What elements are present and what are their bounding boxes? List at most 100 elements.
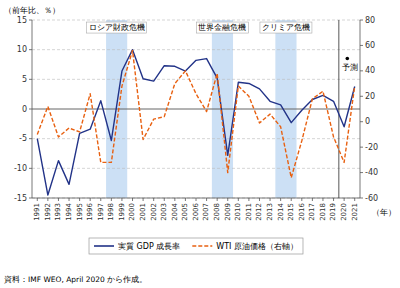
crisis-label-group: ロシア財政危機 <box>87 22 147 33</box>
crisis-label: 世界金融危機 <box>198 23 246 32</box>
grid-line <box>32 20 360 21</box>
x-tick <box>153 198 154 201</box>
y2-tick <box>360 147 363 148</box>
legend: 実質 GDP 成長率 WTI 原油価格（右軸） <box>89 238 303 254</box>
x-tick <box>132 198 133 201</box>
y-tick <box>29 49 32 50</box>
y2-tick-label: -40 <box>365 168 378 177</box>
x-tick <box>344 198 345 201</box>
x-axis-label: （年） <box>372 208 396 217</box>
y-tick <box>29 198 32 199</box>
x-tick <box>58 198 59 201</box>
x-tick-label: 2000 <box>128 203 136 221</box>
forecast-point <box>346 57 350 61</box>
x-tick <box>270 198 271 201</box>
crisis-label-box <box>260 22 312 33</box>
forecast-line <box>338 20 339 198</box>
legend-item: WTI 原油価格（右軸） <box>192 242 298 251</box>
x-tick-label: 2015 <box>287 203 295 221</box>
x-tick-label: 2009 <box>224 203 232 221</box>
grid <box>32 20 360 198</box>
legend-box <box>89 238 303 254</box>
x-tick-label: 2018 <box>319 203 327 221</box>
series <box>37 50 354 195</box>
y-axis-label: （前年比、％） <box>4 6 60 15</box>
y2-tick <box>360 70 363 71</box>
x-tick-label: 2010 <box>234 203 242 221</box>
y-tick <box>29 79 32 80</box>
y2-tick <box>360 20 363 21</box>
legend-label: 実質 GDP 成長率 <box>118 242 180 251</box>
y2-tick-label: 0 <box>365 117 370 126</box>
zero-line <box>32 109 360 110</box>
x-tick <box>238 198 239 201</box>
source: 資料：IMF WEO, April 2020 から作成。 <box>4 275 147 284</box>
y2-tick <box>360 96 363 97</box>
x-tick <box>312 198 313 201</box>
grid-line <box>32 168 360 169</box>
x-tick-label: 1997 <box>97 203 105 221</box>
x-tick-label: 2016 <box>298 202 306 220</box>
x-tick-label: 1992 <box>44 203 52 221</box>
x-tick-label: 2004 <box>171 202 179 220</box>
x-tick-label: 2001 <box>139 203 147 221</box>
x-tick <box>322 198 323 201</box>
x-tick-label: 2008 <box>213 203 221 221</box>
y2-tick-label: 60 <box>365 41 375 50</box>
x-tick-label: 2007 <box>202 203 210 221</box>
grid-line <box>32 79 360 80</box>
y2-tick-label: -20 <box>365 143 378 152</box>
x-tick <box>248 198 249 201</box>
x-tick-label: 2019 <box>329 203 337 221</box>
x-tick-label: 2002 <box>150 203 158 221</box>
y2-axis <box>360 20 361 198</box>
crisis-label-group: クリミア危機 <box>260 22 312 33</box>
y2-tick-label: 80 <box>365 16 375 25</box>
x-tick <box>196 198 197 201</box>
legend-swatch <box>192 245 212 247</box>
x-tick <box>206 198 207 201</box>
y-tick-label: -5 <box>19 134 27 143</box>
y2-tick-label: -60 <box>365 194 378 203</box>
x-tick-label: 2020 <box>340 203 348 221</box>
legend-label: WTI 原油価格（右軸） <box>216 242 298 251</box>
x-tick <box>217 198 218 201</box>
forecast-label: 予測 <box>342 63 358 72</box>
y2-tick <box>360 198 363 199</box>
x-tick-label: 1999 <box>118 203 126 221</box>
x-tick-label: 2014 <box>277 202 285 220</box>
x-tick-label: 2017 <box>308 203 316 221</box>
x-tick <box>37 198 38 201</box>
y2-tick <box>360 45 363 46</box>
x-axis <box>32 198 360 199</box>
series-line <box>37 50 354 195</box>
x-tick <box>121 198 122 201</box>
crisis-label-box <box>196 22 248 33</box>
x-tick-label: 2013 <box>266 203 274 221</box>
x-tick <box>143 198 144 201</box>
y-tick-label: 0 <box>22 105 27 114</box>
x-tick-label: 2003 <box>160 203 168 221</box>
x-tick-label: 2011 <box>245 203 253 221</box>
legend-item: 実質 GDP 成長率 <box>94 242 180 251</box>
grid-line <box>32 138 360 139</box>
x-tick <box>185 198 186 201</box>
x-tick <box>90 198 91 201</box>
x-tick-label: 1996 <box>86 202 94 220</box>
chart: -15-10-5051015-60-40-2002040608019911992… <box>0 0 400 288</box>
x-tick <box>354 198 355 201</box>
grid-line <box>32 198 360 199</box>
x-tick <box>227 198 228 201</box>
x-tick <box>164 198 165 201</box>
crisis-label: ロシア財政危機 <box>89 23 145 32</box>
y-tick <box>29 20 32 21</box>
y-tick <box>29 168 32 169</box>
y-tick <box>29 109 32 110</box>
grid-line <box>32 49 360 50</box>
y-tick-label: 5 <box>22 75 27 84</box>
x-tick <box>174 198 175 201</box>
x-tick <box>291 198 292 201</box>
x-tick-label: 2021 <box>351 203 359 221</box>
x-tick <box>47 198 48 201</box>
x-tick <box>111 198 112 201</box>
